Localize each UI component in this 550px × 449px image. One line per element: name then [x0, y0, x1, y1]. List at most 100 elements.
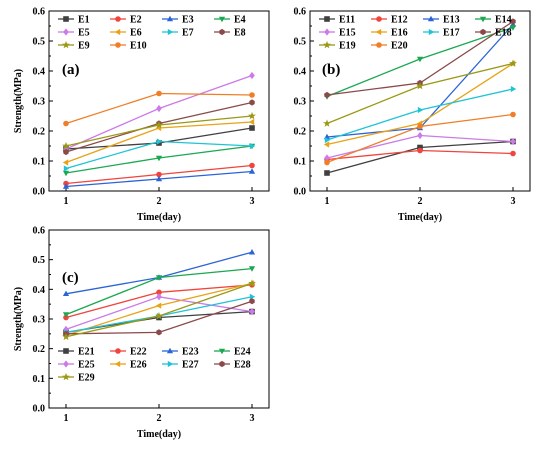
legend-swatch-marker [479, 16, 487, 23]
legend-item-E22: E22 [110, 347, 147, 358]
data-point-E11 [417, 144, 423, 151]
x-tick-label-c: 1 [64, 413, 69, 424]
legend-swatch-marker [115, 348, 121, 354]
data-point-E1 [249, 125, 255, 131]
data-point-E19 [323, 119, 331, 127]
x-axis-label-c: Time(day) [137, 429, 181, 440]
data-point-E8 [63, 148, 69, 156]
data-point-E10 [156, 90, 162, 97]
data-point-E6 [248, 118, 255, 126]
series-E17 [324, 85, 517, 144]
legend-label: E16 [391, 28, 408, 39]
data-point-E29 [62, 332, 70, 341]
data-point-E15 [324, 154, 330, 162]
series-E12 [324, 147, 516, 163]
data-point-E4 [62, 170, 70, 177]
y-tick-label-a: 0.4 [33, 67, 46, 78]
legend-label: E25 [78, 360, 95, 371]
legend-swatch-marker [219, 28, 225, 36]
data-point-E27 [249, 293, 256, 300]
series-E4 [62, 143, 256, 177]
legend-item-E14: E14 [475, 15, 512, 26]
legend-label: E15 [339, 28, 356, 39]
legend-swatch-marker [167, 360, 174, 368]
data-point-E28 [156, 329, 162, 336]
legend-item-E29: E29 [58, 373, 95, 384]
x-tick-label-b: 2 [418, 196, 423, 207]
data-point-E3 [62, 183, 70, 189]
legend-label: E19 [339, 41, 356, 52]
data-point-E25 [249, 307, 255, 316]
panel-label-b: (b) [322, 62, 340, 78]
series-E20 [324, 111, 516, 166]
x-tick-label-a: 1 [64, 196, 69, 207]
data-point-E5 [249, 71, 255, 80]
y-tick-label-b: 0.5 [294, 37, 307, 48]
legend-item-E2: E2 [110, 15, 142, 26]
legend-swatch-marker [376, 42, 382, 48]
data-point-E9 [248, 111, 256, 120]
data-point-E7 [156, 138, 163, 145]
legend-swatch-marker [323, 40, 331, 49]
data-point-E16 [323, 141, 330, 148]
legend-label: E4 [234, 15, 246, 26]
y-tick-label-c: 0.4 [33, 285, 46, 296]
legend-label: E20 [391, 41, 408, 52]
data-point-E15 [417, 131, 423, 140]
legend-swatch-marker [324, 28, 330, 36]
y-tick-label-a: 0.3 [33, 97, 46, 108]
legend-item-E19: E19 [319, 41, 356, 52]
data-point-E17 [510, 85, 517, 93]
legend-swatch-marker [63, 348, 69, 354]
data-point-E5 [156, 104, 162, 113]
y-tick-label-a: 0.1 [33, 157, 46, 168]
series-E24 [62, 266, 256, 318]
y-tick-label-b: 0.3 [294, 97, 307, 108]
y-tick-label-b: 0.0 [294, 187, 307, 198]
legend-label: E12 [391, 15, 408, 26]
x-tick-label-b: 3 [511, 196, 516, 207]
panel-label-a: (a) [62, 62, 80, 78]
legend-swatch-marker [166, 15, 174, 22]
legend-label: E6 [130, 28, 142, 39]
data-point-E29 [248, 279, 256, 287]
data-point-E28 [249, 298, 255, 305]
legend-label: E17 [443, 28, 460, 39]
legend-item-E21: E21 [58, 347, 95, 358]
legend-swatch-marker [62, 372, 70, 381]
data-point-E18 [510, 18, 516, 25]
data-point-E4 [155, 155, 163, 162]
legend-item-E23: E23 [162, 347, 199, 358]
legend-swatch-marker [62, 40, 70, 49]
legend-c: E21 E22 E23 E24 E25 E26 E27 E28 E29 [58, 347, 251, 384]
data-point-E26 [155, 302, 162, 309]
data-point-E24 [248, 266, 256, 272]
legend-item-E20: E20 [371, 41, 408, 52]
data-point-E7 [63, 165, 70, 172]
legend-a: E1 E2 E3 E4 E5 E6 E7 E8 E9 E10 [58, 15, 246, 52]
legend-label: E11 [339, 15, 355, 26]
data-point-E12 [510, 150, 516, 157]
y-tick-label-c: 0.3 [33, 315, 46, 326]
legend-label: E27 [182, 360, 199, 371]
legend-item-E12: E12 [371, 15, 408, 26]
legend-swatch-marker [115, 42, 121, 48]
x-tick-label-a: 3 [250, 196, 255, 207]
series-E7 [63, 138, 256, 172]
series-line-E1 [65, 127, 253, 150]
data-point-E22 [156, 289, 162, 296]
data-point-E25 [156, 293, 162, 301]
data-point-E24 [62, 312, 70, 318]
data-point-E7 [249, 142, 256, 150]
data-point-E8 [249, 99, 255, 106]
legend-item-E25: E25 [58, 360, 95, 371]
legend-swatch-marker [480, 28, 486, 36]
legend-swatch-marker [114, 360, 121, 368]
legend-swatch-marker [115, 16, 121, 22]
legend-item-E27: E27 [162, 360, 199, 371]
legend-label: E1 [78, 15, 90, 26]
data-point-E12 [417, 147, 423, 154]
x-tick-label-a: 2 [157, 196, 162, 207]
